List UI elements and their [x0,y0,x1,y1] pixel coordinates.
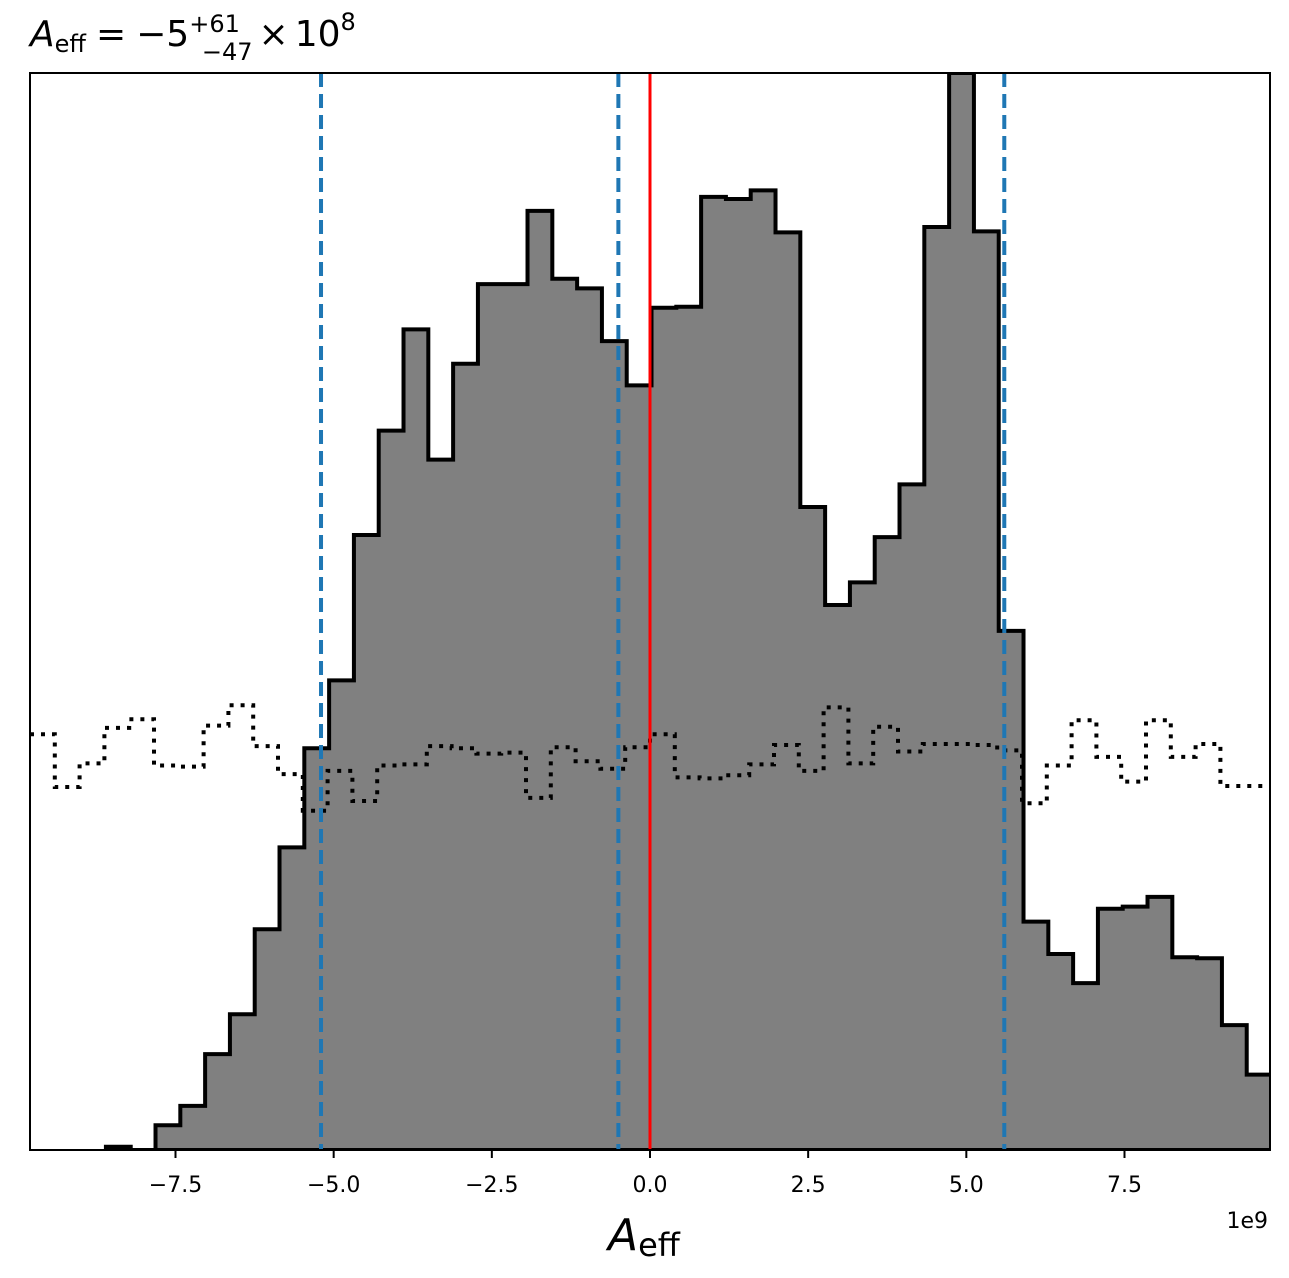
x-tick-label: 7.5 [1107,1173,1142,1198]
posterior-bar [1221,1025,1248,1150]
posterior-bar [1023,921,1049,1150]
posterior-bar [626,385,653,1150]
posterior-outline [103,73,1270,1150]
posterior-bar [304,748,330,1150]
posterior-bar [1197,958,1223,1150]
posterior-bar [205,1054,231,1150]
posterior-bar [428,459,454,1150]
x-tick-label: −5.0 [307,1173,360,1198]
posterior-bar [701,196,727,1150]
posterior-bar [825,605,851,1150]
posterior-bar [279,847,305,1150]
posterior-bar [254,929,281,1150]
posterior-bar [1246,1074,1270,1150]
posterior-bar [577,288,603,1150]
x-axis-offset-label: 1e9 [1226,1209,1268,1234]
plot-area [30,73,1289,1150]
title-times: × [259,14,289,55]
x-tick-label: 5.0 [949,1173,984,1198]
posterior-bar [229,1014,256,1150]
posterior-bar [874,537,901,1150]
posterior-bar [775,232,801,1150]
posterior-bar [849,582,876,1150]
posterior-bar [527,210,553,1150]
title-sub: −47 [202,38,253,66]
posterior-bar [973,231,1000,1150]
posterior-bar [750,190,777,1150]
posterior-bar [949,73,975,1150]
x-tick-label: 0.0 [633,1173,668,1198]
prior-outline [30,703,1270,813]
title-exponent: 8 [341,8,356,36]
posterior-bar [552,278,578,1150]
title-sup: +61 [189,10,240,38]
posterior-bar [1147,896,1173,1150]
posterior-bar [1122,906,1149,1150]
x-axis-label: Aeff [605,1210,681,1264]
posterior-bar [676,306,702,1150]
x-axis-label-symbol: A [605,1210,638,1261]
x-ticks: −7.5 −5.0 −2.5 0.0 2.5 5.0 7.5 [149,1150,1142,1198]
posterior-bar [502,284,529,1150]
posterior-bar [725,199,752,1150]
x-tick-label: 2.5 [791,1173,826,1198]
posterior-bar [453,363,479,1150]
posterior-bar [924,227,950,1150]
posterior-bar [899,484,925,1150]
title-value: −5 [136,14,189,55]
title-symbol: A [28,14,55,55]
x-axis-label-subscript: eff [638,1226,681,1264]
x-tick-label: −2.5 [465,1173,518,1198]
x-tick-label: −7.5 [149,1173,202,1198]
posterior-bar [329,680,355,1150]
posterior-bar [601,341,628,1150]
posterior-bar [1048,953,1074,1150]
posterior-bar [477,284,504,1150]
title-base: 10 [295,14,341,55]
posterior-bar [1172,957,1198,1150]
posterior-bar [1272,1097,1289,1150]
posterior-bar [180,1105,206,1150]
posterior-bar [353,535,380,1150]
posterior-bar [1073,983,1099,1150]
title-symbol-subscript: eff [55,30,87,58]
posterior-bar [155,1125,181,1150]
chart-title: Aeff = −5+61 −47 × 108 [28,8,356,66]
posterior-bar [378,430,405,1150]
posterior-bar [800,507,826,1150]
posterior-bar [1097,908,1124,1150]
title-equals: = [96,14,126,55]
posterior-bar [403,329,429,1150]
posterior-bar [651,307,677,1150]
